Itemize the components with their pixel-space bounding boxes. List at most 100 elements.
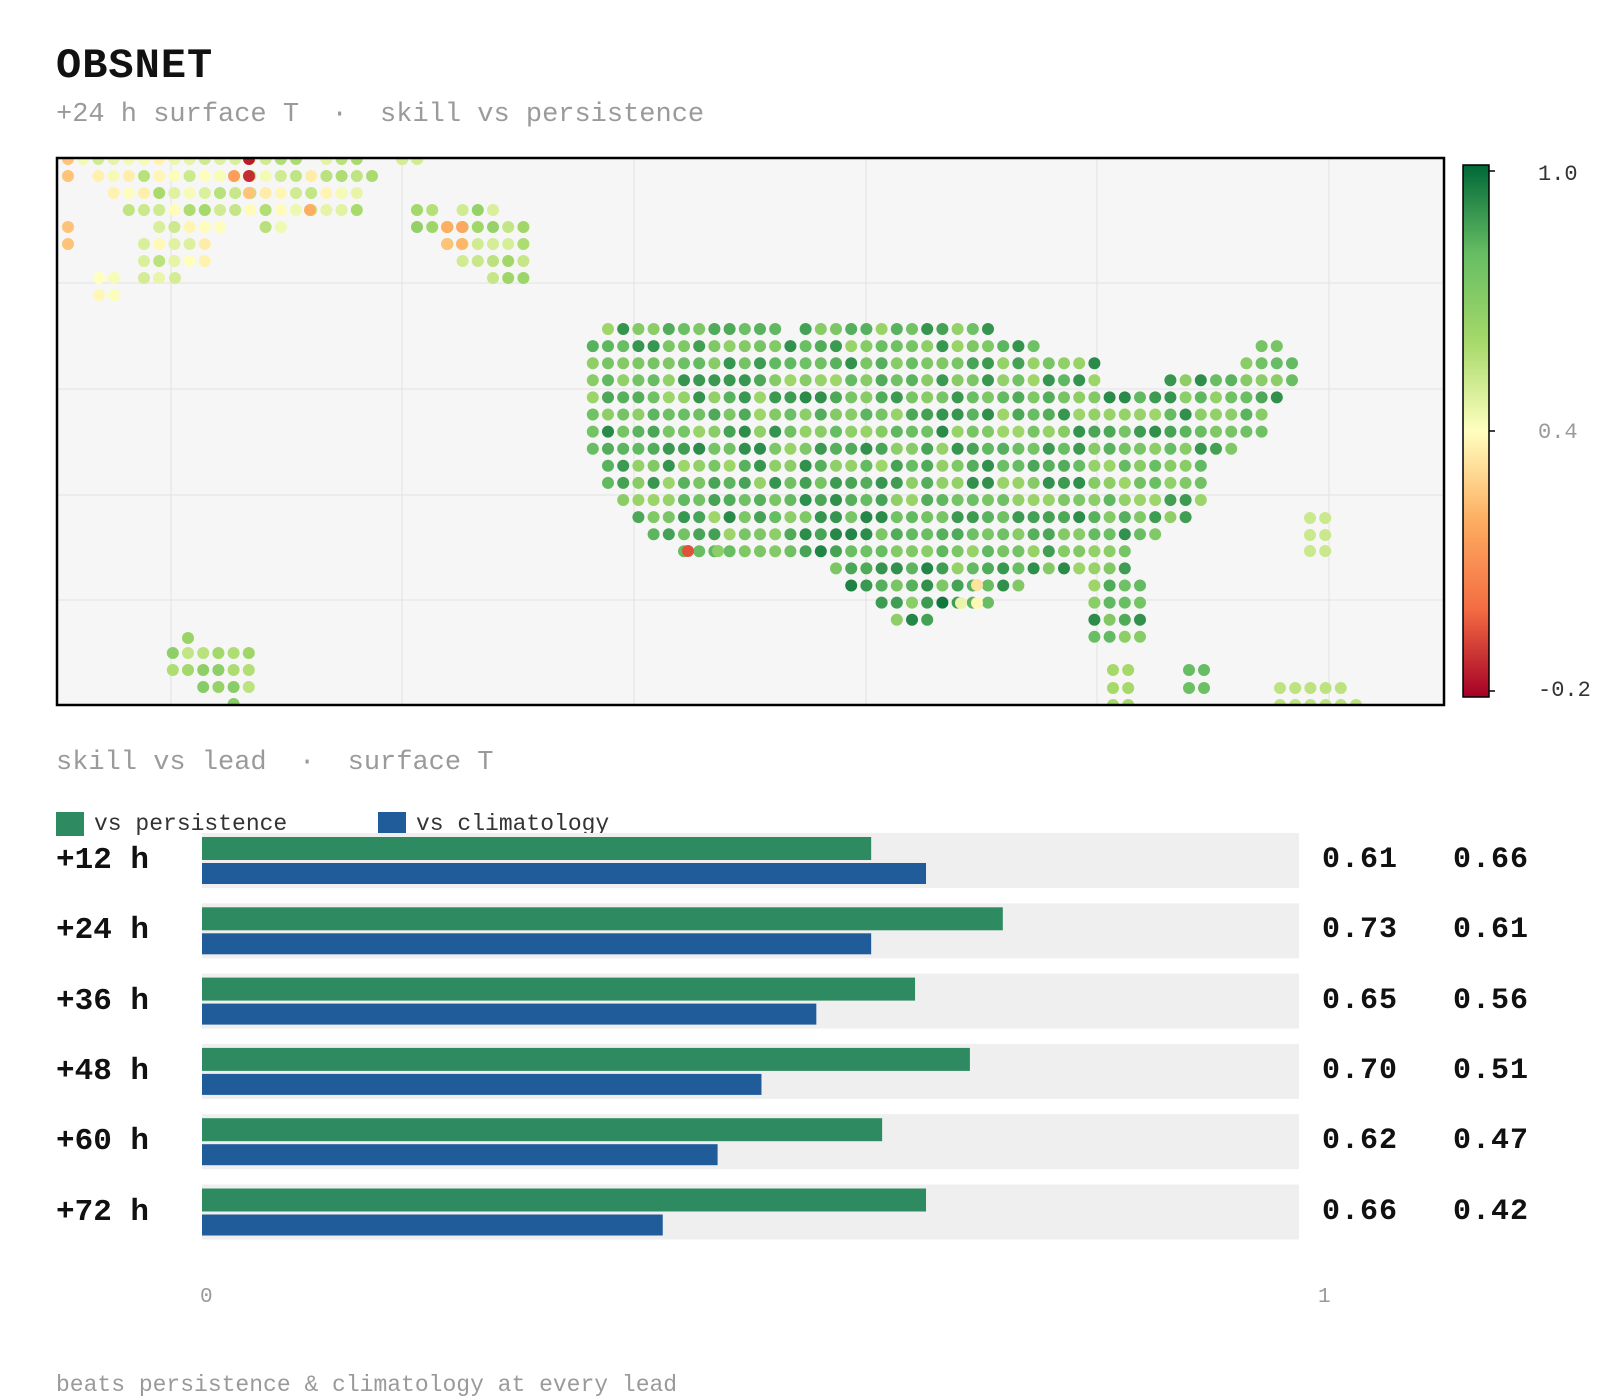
station-dot	[708, 511, 721, 524]
station-dot	[214, 158, 226, 165]
station-dot	[769, 374, 782, 387]
station-dot	[198, 255, 211, 267]
station-dot	[1122, 664, 1135, 676]
station-dot	[602, 408, 614, 421]
station-dot	[997, 425, 1010, 438]
station-dot	[814, 323, 827, 335]
station-dot	[350, 170, 363, 182]
station-dot	[259, 158, 272, 165]
station-dot	[1118, 596, 1131, 609]
station-dot	[274, 204, 287, 216]
station-dot	[754, 425, 766, 438]
station-dot	[242, 664, 255, 676]
station-dot	[183, 158, 196, 165]
station-dot	[617, 494, 630, 506]
station-dot	[799, 459, 812, 472]
station-dot	[602, 357, 614, 370]
footer-note: beats persistence & climatology at every…	[56, 1372, 678, 1398]
station-dot	[784, 374, 797, 387]
station-dot	[1058, 442, 1070, 455]
station-dot	[107, 158, 120, 165]
station-dot	[198, 204, 211, 216]
legend-swatch-climatology	[378, 812, 406, 836]
station-dot	[693, 425, 706, 438]
station-dot	[228, 170, 240, 182]
station-dot	[1210, 408, 1222, 421]
station-dot	[1194, 425, 1207, 438]
station-dot	[617, 476, 630, 489]
station-dot	[982, 408, 994, 421]
station-dot	[890, 528, 903, 541]
station-dot	[875, 579, 888, 592]
station-dot	[754, 545, 766, 558]
station-dot	[1164, 494, 1177, 506]
station-dot	[1274, 699, 1286, 705]
station-dot	[647, 408, 660, 421]
station-dot	[1255, 374, 1268, 387]
station-dot	[305, 187, 318, 199]
station-dot	[1134, 442, 1146, 455]
station-dot	[769, 494, 782, 506]
map-frame	[55, 156, 1446, 707]
station-dot	[1042, 391, 1055, 404]
station-dot	[1225, 425, 1238, 438]
station-dot	[290, 187, 302, 199]
station-dot	[738, 374, 751, 387]
station-dot	[951, 528, 964, 541]
station-dot	[320, 187, 333, 199]
station-dot	[471, 255, 484, 267]
station-dot	[1179, 476, 1192, 489]
station-dot	[738, 511, 751, 524]
station-dot	[997, 476, 1010, 489]
station-dot	[1058, 476, 1070, 489]
station-dot	[586, 340, 599, 353]
station-dot	[708, 459, 721, 472]
station-dot	[1012, 511, 1025, 524]
station-dot	[723, 425, 736, 438]
station-dot	[906, 494, 918, 506]
station-dot	[1088, 511, 1101, 524]
station-dot	[906, 374, 918, 387]
station-dot	[860, 340, 873, 353]
station-dot	[845, 391, 858, 404]
station-dot	[754, 340, 766, 353]
station-dot	[1103, 596, 1116, 609]
station-dot	[845, 374, 858, 387]
station-dot	[1179, 511, 1192, 524]
station-dot	[1255, 425, 1268, 438]
station-dot	[1304, 545, 1316, 557]
bar-persistence	[202, 907, 1003, 931]
station-dot	[502, 221, 515, 233]
station-dot	[107, 170, 120, 182]
station-dot	[951, 374, 964, 387]
station-dot	[1134, 630, 1146, 643]
station-dot	[647, 323, 660, 335]
station-dot	[632, 494, 645, 506]
station-dot	[662, 528, 675, 541]
station-dot	[1027, 340, 1040, 353]
station-dot	[890, 391, 903, 404]
station-dot	[1027, 494, 1040, 506]
station-dot	[426, 221, 439, 233]
station-dot	[662, 374, 675, 387]
station-dot	[1225, 391, 1238, 404]
station-dot	[647, 357, 660, 370]
station-dot	[1012, 374, 1025, 387]
station-dot	[875, 340, 888, 353]
station-dot	[617, 442, 630, 455]
station-dot	[169, 272, 181, 284]
station-dot	[830, 442, 842, 455]
station-dot	[860, 545, 873, 558]
station-dot	[242, 647, 255, 659]
station-dot	[845, 323, 858, 335]
station-dot	[693, 340, 706, 353]
station-dot	[1149, 494, 1162, 506]
station-dot	[738, 323, 751, 335]
station-dot	[229, 158, 242, 165]
station-dot	[814, 459, 827, 472]
station-dot	[966, 391, 979, 404]
station-dot	[997, 408, 1010, 421]
station-dot	[1304, 699, 1317, 705]
station-dot	[274, 187, 287, 199]
station-dot	[875, 596, 888, 609]
